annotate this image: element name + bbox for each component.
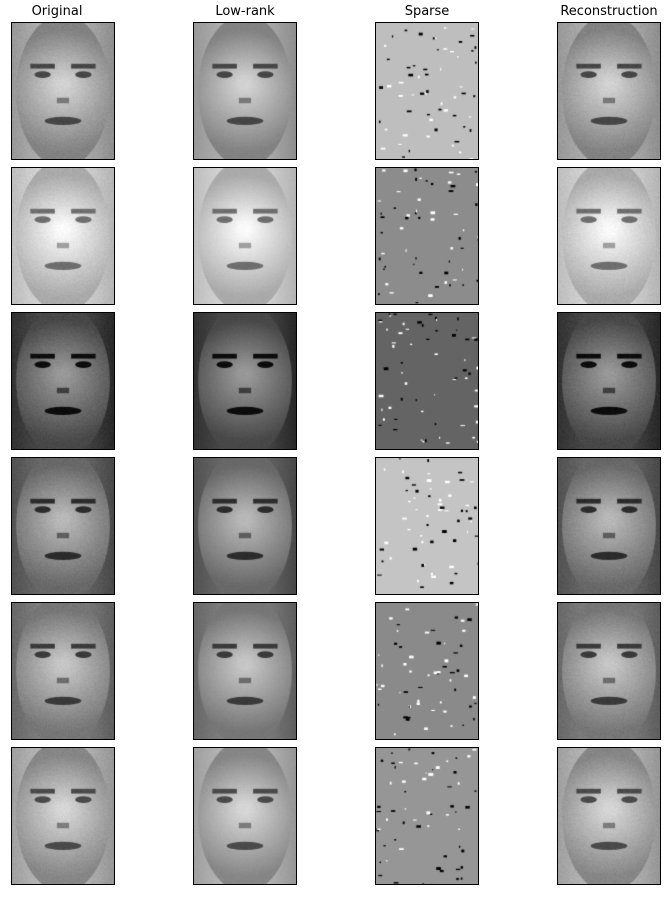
panel-sparse-row-2 bbox=[375, 167, 479, 305]
panel-sparse-row-1 bbox=[375, 22, 479, 160]
panel-reconstruction-row-6 bbox=[557, 747, 661, 885]
panel-low-rank-row-4 bbox=[193, 457, 297, 595]
low-rank-image bbox=[194, 748, 296, 884]
reconstruction-image bbox=[558, 458, 660, 594]
panel-sparse-row-3 bbox=[375, 312, 479, 450]
panel-sparse-row-5 bbox=[375, 602, 479, 740]
low-rank-image bbox=[194, 603, 296, 739]
panel-reconstruction-row-5 bbox=[557, 602, 661, 740]
panel-reconstruction-row-2 bbox=[557, 167, 661, 305]
panel-low-rank-row-5 bbox=[193, 602, 297, 740]
panel-original-row-6 bbox=[11, 747, 115, 885]
sparse-image bbox=[376, 458, 478, 594]
panel-reconstruction-row-1 bbox=[557, 22, 661, 160]
sparse-image bbox=[376, 748, 478, 884]
sparse-image bbox=[376, 603, 478, 739]
original-image bbox=[12, 458, 114, 594]
reconstruction-image bbox=[558, 168, 660, 304]
column-title-reconstruction: Reconstruction bbox=[560, 4, 658, 19]
reconstruction-image bbox=[558, 23, 660, 159]
sparse-image bbox=[376, 23, 478, 159]
sparse-image bbox=[376, 313, 478, 449]
panel-reconstruction-row-3 bbox=[557, 312, 661, 450]
original-image bbox=[12, 603, 114, 739]
panel-low-rank-row-3 bbox=[193, 312, 297, 450]
original-image bbox=[12, 748, 114, 884]
panel-sparse-row-6 bbox=[375, 747, 479, 885]
sparse-image bbox=[376, 168, 478, 304]
reconstruction-image bbox=[558, 603, 660, 739]
low-rank-image bbox=[194, 23, 296, 159]
low-rank-image bbox=[194, 313, 296, 449]
column-title-original: Original bbox=[31, 4, 83, 19]
reconstruction-image bbox=[558, 313, 660, 449]
panel-original-row-4 bbox=[11, 457, 115, 595]
original-image bbox=[12, 23, 114, 159]
panel-original-row-3 bbox=[11, 312, 115, 450]
panel-reconstruction-row-4 bbox=[557, 457, 661, 595]
reconstruction-image bbox=[558, 748, 660, 884]
low-rank-image bbox=[194, 458, 296, 594]
low-rank-image bbox=[194, 168, 296, 304]
panel-sparse-row-4 bbox=[375, 457, 479, 595]
panel-low-rank-row-6 bbox=[193, 747, 297, 885]
column-title-sparse: Sparse bbox=[404, 4, 450, 19]
original-image bbox=[12, 313, 114, 449]
panel-original-row-5 bbox=[11, 602, 115, 740]
panel-original-row-1 bbox=[11, 22, 115, 160]
original-image bbox=[12, 168, 114, 304]
panel-low-rank-row-2 bbox=[193, 167, 297, 305]
column-title-low-rank: Low-rank bbox=[215, 4, 275, 19]
panel-original-row-2 bbox=[11, 167, 115, 305]
panel-low-rank-row-1 bbox=[193, 22, 297, 160]
